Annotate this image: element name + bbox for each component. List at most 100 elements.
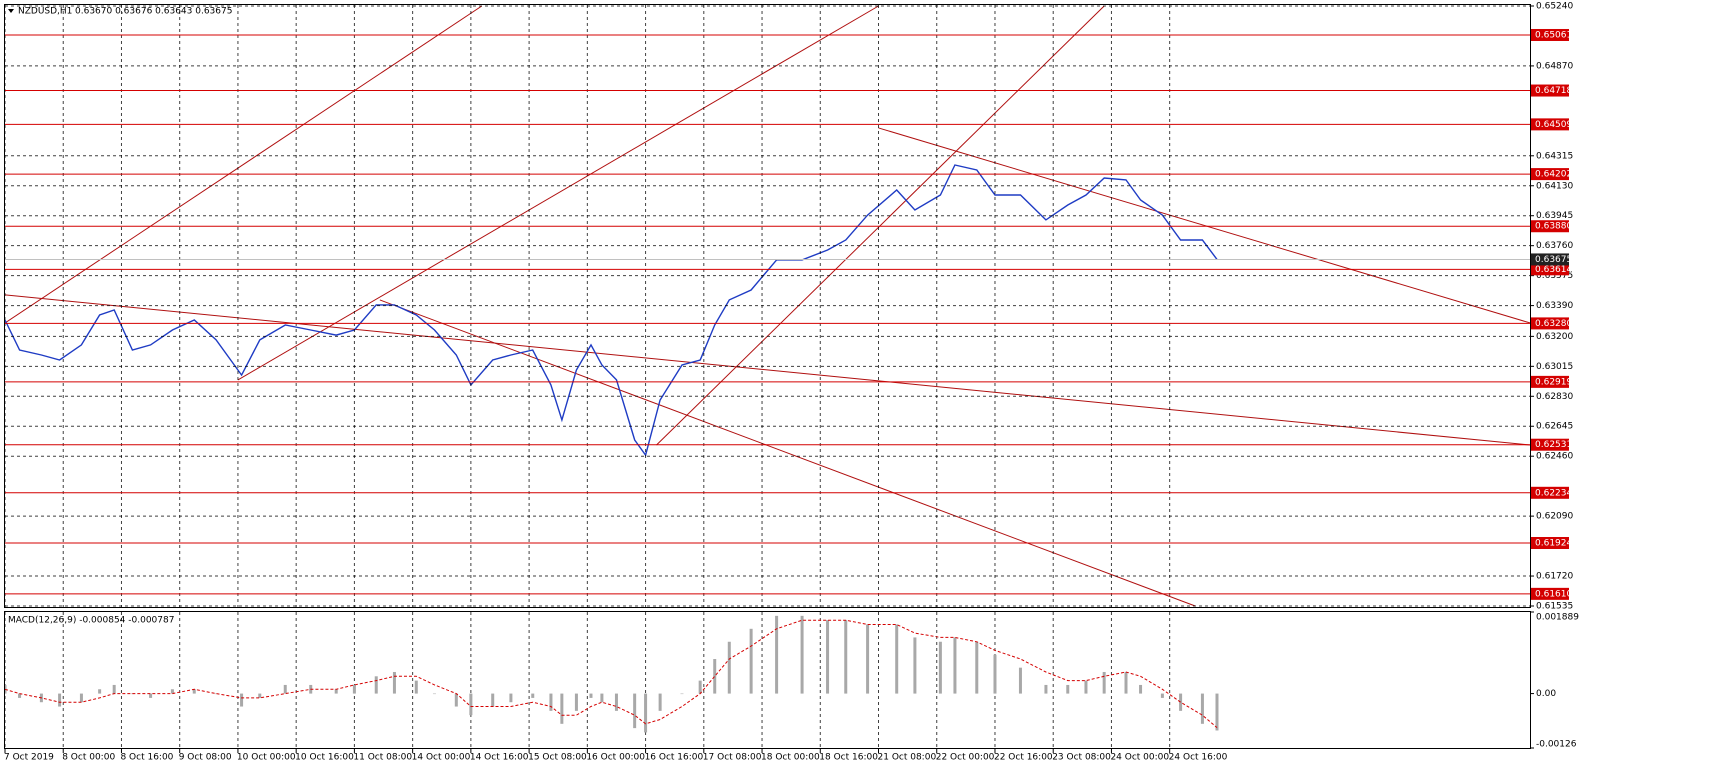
level-label: 0.63614 — [1535, 265, 1572, 275]
macd-bar — [352, 684, 356, 694]
macd-bar — [749, 628, 753, 694]
trend-line — [878, 127, 1530, 324]
y-tick-label: 0.63945 — [1536, 211, 1573, 221]
price-line — [5, 164, 1218, 457]
macd-bar — [549, 693, 553, 711]
macd-bar — [1200, 693, 1204, 724]
macd-bar — [1160, 693, 1164, 698]
macd-bar — [658, 693, 662, 711]
y-tick-label: 0.62645 — [1536, 422, 1573, 432]
x-tick-label: 9 Oct 08:00 — [179, 753, 232, 763]
macd-bar — [600, 693, 604, 703]
level-label: 0.63880 — [1535, 222, 1572, 232]
y-tick-label: 0.62090 — [1536, 512, 1573, 522]
macd-bar — [560, 693, 564, 724]
macd-bar — [432, 693, 436, 695]
macd-bar — [170, 689, 174, 694]
current-price-tag — [1531, 253, 1569, 266]
macd-bar — [727, 641, 731, 694]
macd-bar — [1066, 684, 1070, 694]
x-tick-label: 24 Oct 00:00 — [1110, 753, 1169, 763]
macd-bar — [258, 693, 262, 698]
macd-bar — [469, 693, 473, 716]
current-price-label: 0.63675 — [1535, 255, 1572, 265]
x-tick-label: 7 Oct 2019 — [4, 753, 54, 763]
macd-bar — [614, 693, 618, 711]
trend-line — [237, 5, 879, 381]
level-label: 0.64509 — [1535, 120, 1572, 130]
x-tick-label: 8 Oct 00:00 — [62, 753, 115, 763]
x-tick-label: 16 Oct 16:00 — [645, 753, 704, 763]
y-tick-label: 0.64870 — [1536, 61, 1573, 71]
x-tick-label: 18 Oct 16:00 — [819, 753, 878, 763]
level-tag — [1531, 587, 1569, 600]
macd-bar — [574, 693, 578, 711]
level-label: 0.62919 — [1535, 377, 1572, 387]
level-label: 0.63280 — [1535, 319, 1572, 329]
macd-bar — [240, 693, 244, 707]
trend-line — [5, 294, 1530, 446]
macd-bar — [589, 693, 593, 698]
macd-bar — [1139, 684, 1143, 694]
y-tick-label: 0.63760 — [1536, 241, 1573, 251]
y-tick-label: 0.62460 — [1536, 452, 1573, 462]
trend-line — [379, 299, 1196, 607]
macd-bar — [993, 654, 997, 694]
menu-arrow[interactable] — [8, 9, 14, 13]
macd-bar — [58, 693, 62, 707]
macd-bar — [491, 693, 495, 707]
y-tick-label: 0.63200 — [1536, 332, 1573, 342]
macd-bar — [826, 620, 830, 694]
level-label: 0.61610 — [1535, 589, 1572, 599]
x-tick-label: 15 Oct 08:00 — [528, 753, 587, 763]
macd-bar — [214, 693, 218, 695]
macd-bar — [149, 693, 153, 698]
level-label: 0.62531 — [1535, 440, 1572, 450]
macd-bar — [18, 693, 22, 698]
macd-bar — [1044, 684, 1048, 694]
level-label: 0.64202 — [1535, 170, 1572, 180]
macd-bar — [633, 693, 637, 729]
macd-bar — [98, 689, 102, 694]
trend-line — [5, 5, 483, 324]
main-frame — [4, 4, 1531, 608]
macd-bar — [953, 637, 957, 694]
level-label: 0.65061 — [1535, 30, 1572, 40]
x-tick-label: 21 Oct 08:00 — [878, 753, 937, 763]
macd-y-tick-label: 0.00 — [1536, 689, 1556, 699]
symbol-title: NZDUSD,H1 — [18, 7, 72, 17]
y-tick-label: 0.63390 — [1536, 301, 1573, 311]
macd-bar — [698, 680, 702, 694]
level-tag — [1531, 220, 1569, 233]
macd-bar — [374, 676, 378, 694]
y-tick-label: 0.64130 — [1536, 181, 1573, 191]
level-tag — [1531, 28, 1569, 41]
x-tick-label: 14 Oct 00:00 — [412, 753, 471, 763]
macd-bar — [895, 624, 899, 694]
level-tag — [1531, 317, 1569, 330]
y-tick-label: 0.62830 — [1536, 392, 1573, 402]
macd-bar — [414, 680, 418, 694]
x-tick-label: 22 Oct 16:00 — [994, 753, 1053, 763]
macd-pane — [5, 615, 1219, 733]
x-tick-label: 10 Oct 16:00 — [295, 753, 354, 763]
x-tick-label: 16 Oct 00:00 — [586, 753, 645, 763]
macd-bar — [644, 693, 648, 733]
macd-bar — [713, 659, 717, 694]
y-tick-label: 0.64315 — [1536, 151, 1573, 161]
x-tick-label: 18 Oct 00:00 — [761, 753, 820, 763]
macd-y-tick-label: 0.001889 — [1536, 613, 1579, 623]
main-pane — [5, 5, 1530, 607]
x-tick-label: 14 Oct 16:00 — [470, 753, 529, 763]
macd-bar — [509, 693, 513, 703]
macd-bar — [454, 693, 458, 707]
macd-bar — [913, 637, 917, 694]
level-tag — [1531, 263, 1569, 276]
macd-bar — [800, 615, 804, 694]
macd-bar — [775, 615, 779, 694]
macd-bar — [680, 693, 684, 695]
y-tick-label: 0.61535 — [1536, 602, 1573, 612]
macd-bar — [334, 689, 338, 694]
macd-bar — [975, 641, 979, 694]
